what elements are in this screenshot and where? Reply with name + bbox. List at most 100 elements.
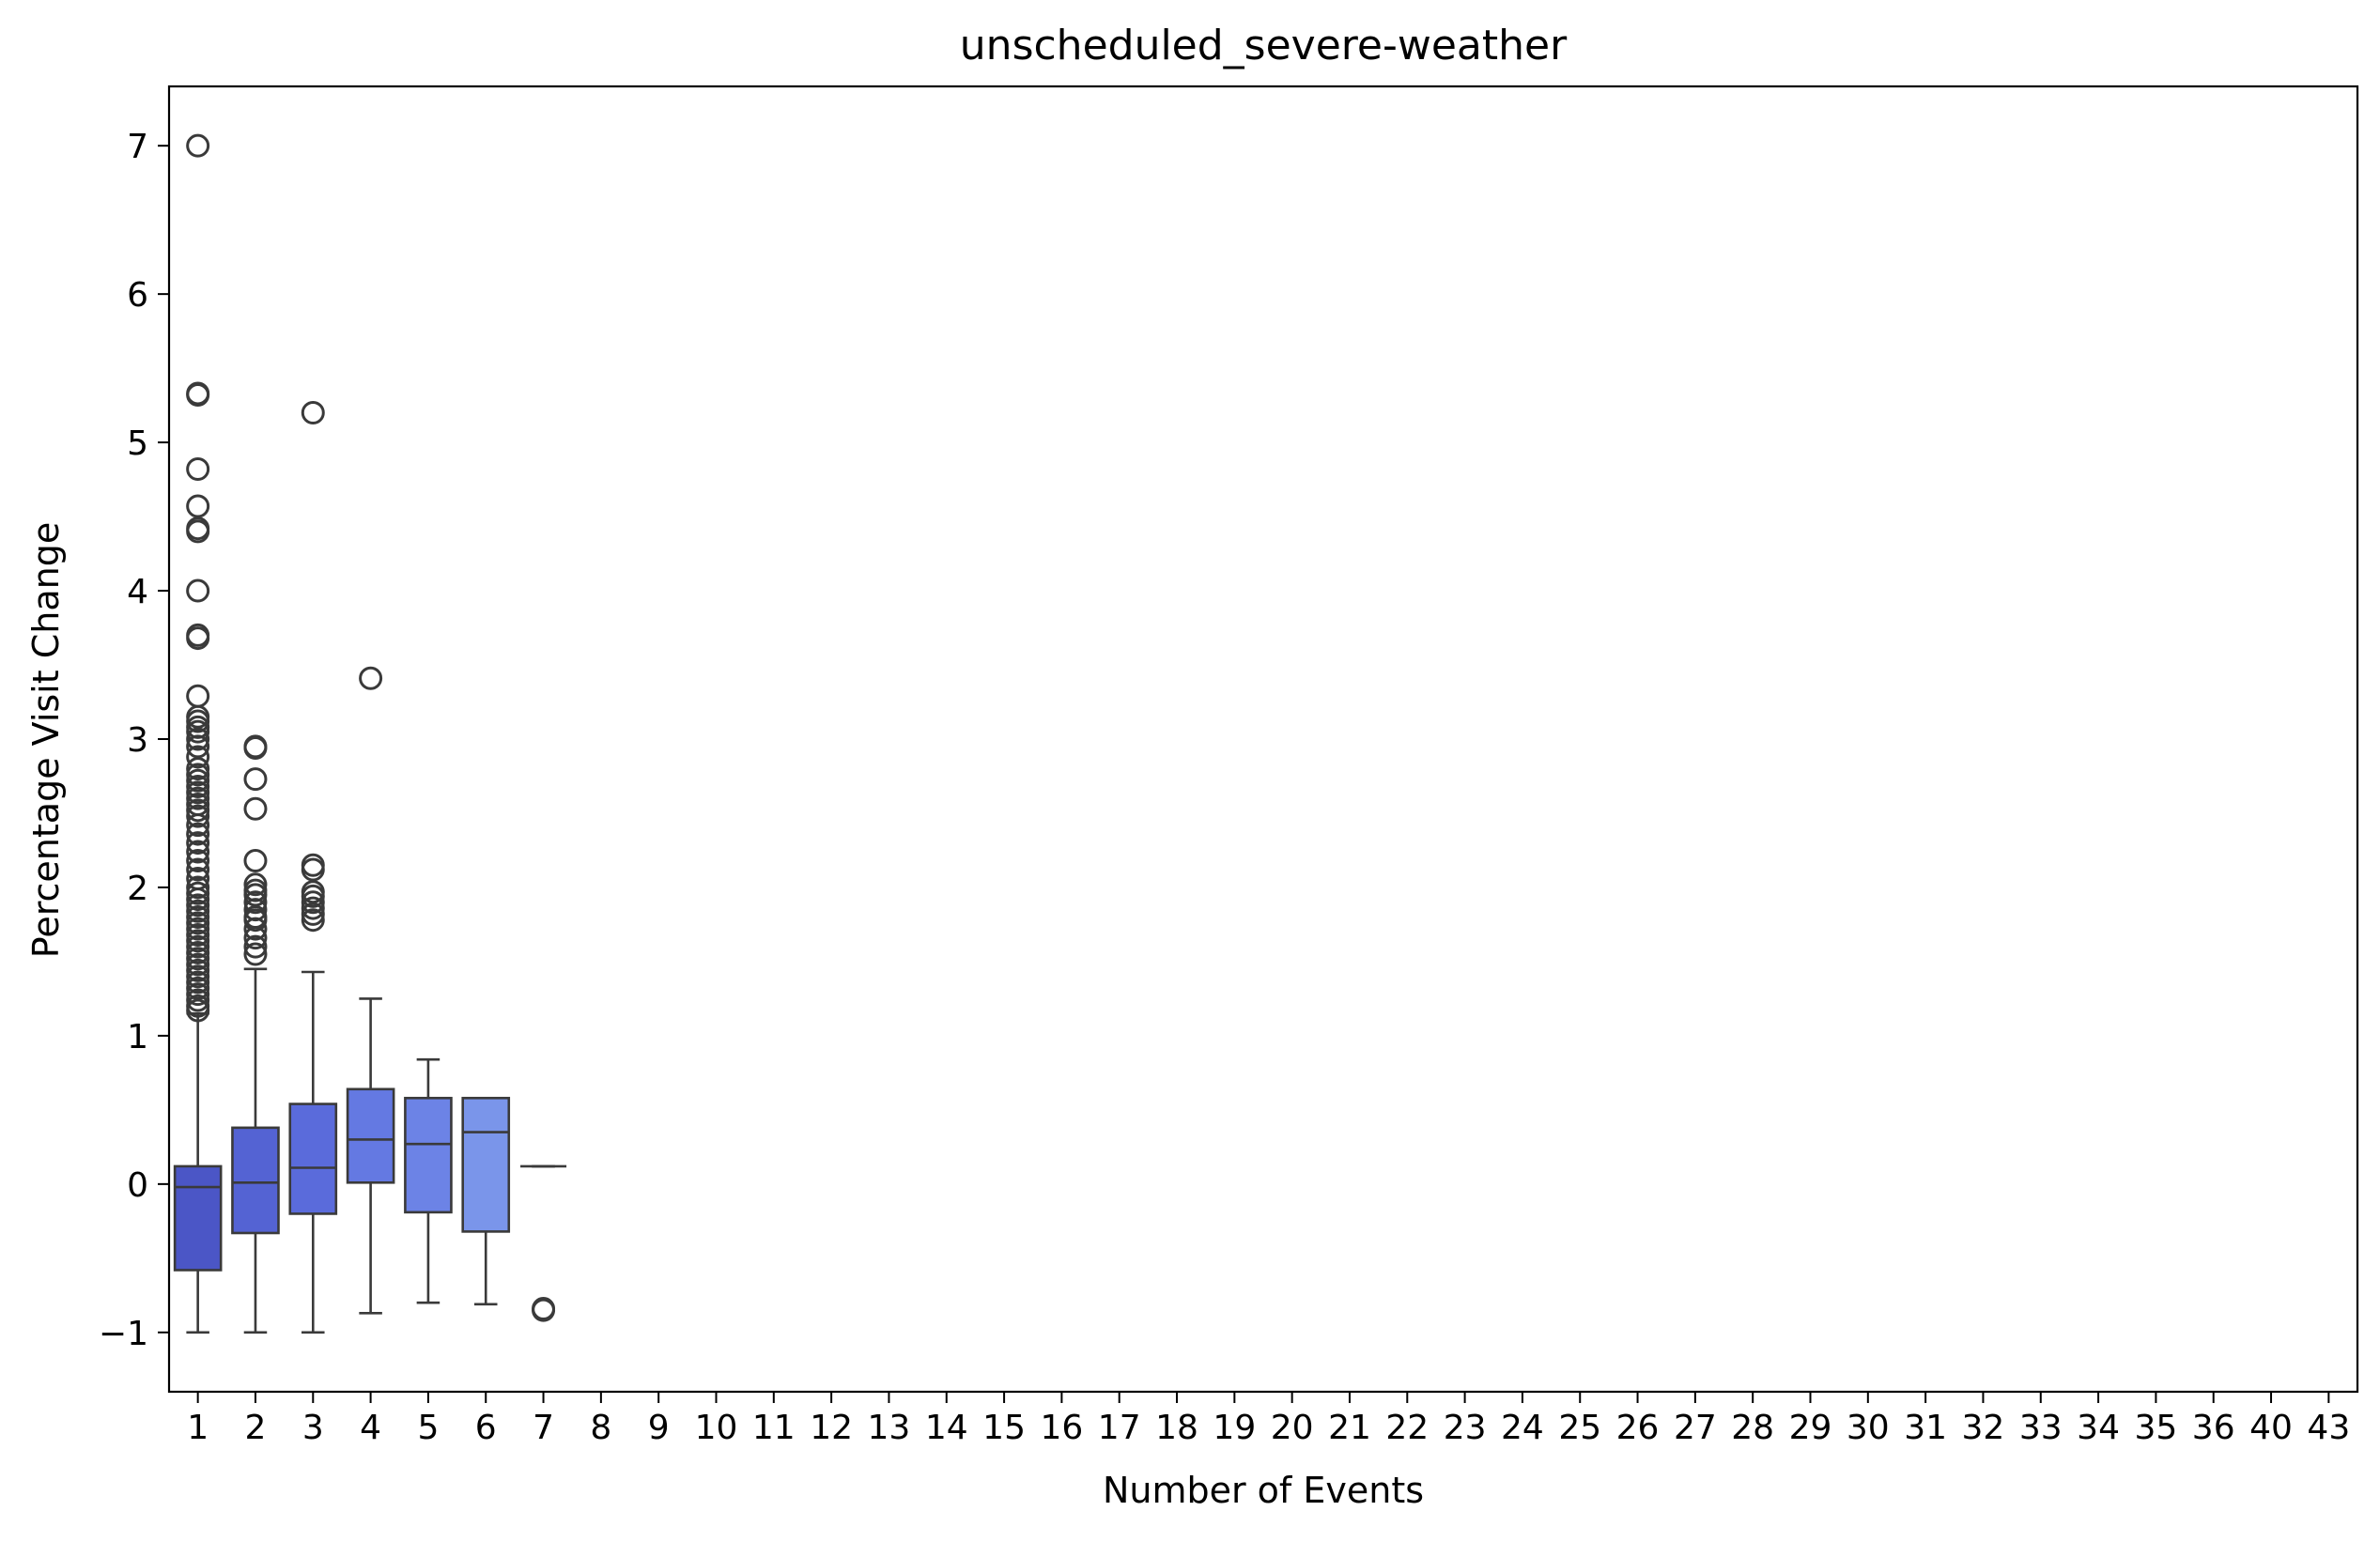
outlier-point — [243, 767, 268, 792]
outlier-point — [186, 929, 210, 953]
x-tick-label: 22 — [1385, 1409, 1429, 1447]
outlier-point — [186, 849, 210, 873]
x-tick-label: 36 — [2192, 1409, 2235, 1447]
x-tick-label: 8 — [590, 1409, 611, 1447]
x-tick-label: 29 — [1789, 1409, 1832, 1447]
box-group-4 — [346, 666, 395, 1315]
box-group-6 — [461, 1096, 511, 1306]
outlier-point — [186, 768, 210, 793]
box-iqr — [346, 1087, 395, 1184]
outlier-point — [186, 734, 210, 759]
chart-title: unscheduled_severe-weather — [960, 22, 1568, 69]
outlier-point — [243, 890, 268, 915]
outlier-point — [186, 988, 210, 1012]
x-tick-label: 11 — [752, 1409, 796, 1447]
x-tick-label: 27 — [1674, 1409, 1717, 1447]
outlier-point — [186, 494, 210, 518]
outlier-point — [186, 519, 210, 544]
x-axis-ticks: 1 2 3 4 5 6 7 8 9 10 11 12 13 14 15 16 17 18 19 20 21 22 23 24 2… — [187, 1392, 2350, 1447]
outlier-point — [186, 133, 210, 158]
x-tick-label: 43 — [2307, 1409, 2350, 1447]
outlier-point — [243, 942, 268, 966]
outlier-point — [186, 976, 210, 1000]
y-tick-label: 1 — [127, 1018, 148, 1056]
outlier-point — [186, 934, 210, 959]
outlier-point — [186, 727, 210, 751]
outlier-point — [186, 923, 210, 947]
x-tick-label: 12 — [810, 1409, 853, 1447]
outlier-point — [186, 952, 210, 977]
x-tick-label: 9 — [648, 1409, 670, 1447]
x-tick-label: 26 — [1616, 1409, 1660, 1447]
outlier-point — [186, 813, 210, 838]
outlier-point — [186, 798, 210, 823]
x-tick-label: 33 — [2019, 1409, 2063, 1447]
box-iqr — [404, 1096, 453, 1214]
x-tick-label: 21 — [1328, 1409, 1371, 1447]
y-axis-label: Percentage Visit Change — [25, 522, 67, 958]
box-series — [173, 133, 567, 1334]
box-iqr — [231, 1126, 280, 1235]
outlier-point — [243, 917, 268, 941]
outlier-point — [243, 926, 268, 950]
outlier-point — [243, 872, 268, 897]
x-tick-label: 13 — [868, 1409, 911, 1447]
outlier-point — [243, 908, 268, 933]
x-tick-label: 31 — [1904, 1409, 1947, 1447]
x-tick-label: 23 — [1444, 1409, 1487, 1447]
outlier-point — [186, 780, 210, 805]
outlier-point — [301, 890, 325, 915]
outlier-point — [186, 578, 210, 603]
box-group-2 — [231, 734, 280, 1334]
outlier-point — [186, 684, 210, 708]
y-axis-ticks: −1 0 1 2 3 4 5 6 7 — [99, 128, 169, 1353]
outlier-point — [301, 857, 325, 882]
box-group-1 — [173, 133, 223, 1334]
outlier-point — [186, 905, 210, 930]
y-tick-label: 6 — [127, 276, 148, 315]
x-tick-label: 35 — [2134, 1409, 2177, 1447]
outlier-point — [301, 902, 325, 926]
outlier-point — [186, 899, 210, 923]
outlier-point — [186, 887, 210, 912]
box-group-3 — [288, 401, 338, 1334]
y-tick-label: 5 — [127, 424, 148, 463]
outlier-point — [243, 735, 268, 760]
outlier-point — [359, 666, 383, 690]
outlier-point — [243, 849, 268, 873]
box-iqr — [173, 1164, 223, 1272]
outlier-point — [243, 934, 268, 959]
box-group-5 — [404, 1057, 453, 1304]
x-tick-label: 15 — [982, 1409, 1026, 1447]
x-tick-label: 7 — [533, 1409, 554, 1447]
x-tick-label: 3 — [302, 1409, 324, 1447]
box-group-7 — [520, 1164, 567, 1322]
outlier-point — [186, 857, 210, 882]
outlier-point — [301, 401, 325, 424]
outlier-point — [186, 831, 210, 856]
plot-area-frame — [167, 85, 2359, 1394]
outlier-point — [301, 908, 325, 933]
x-tick-label: 2 — [245, 1409, 267, 1447]
outlier-point — [186, 947, 210, 971]
outlier-point — [186, 822, 210, 846]
x-tick-label: 5 — [417, 1409, 439, 1447]
x-tick-label: 20 — [1271, 1409, 1314, 1447]
x-tick-label: 18 — [1155, 1409, 1198, 1447]
outlier-point — [186, 893, 210, 917]
x-tick-label: 10 — [695, 1409, 738, 1447]
outlier-point — [186, 998, 210, 1023]
x-tick-label: 14 — [925, 1409, 968, 1447]
x-tick-label: 17 — [1098, 1409, 1141, 1447]
y-tick-label: 7 — [127, 128, 148, 166]
outlier-point — [186, 881, 210, 905]
x-tick-label: 30 — [1847, 1409, 1890, 1447]
y-tick-label: 0 — [127, 1166, 148, 1205]
x-tick-label: 6 — [475, 1409, 497, 1447]
outlier-point — [186, 970, 210, 995]
x-axis-label: Number of Events — [1103, 1470, 1424, 1511]
x-tick-label: 24 — [1501, 1409, 1544, 1447]
outlier-point — [186, 763, 210, 787]
y-tick-label: 2 — [127, 870, 148, 908]
outlier-point — [532, 1298, 556, 1322]
